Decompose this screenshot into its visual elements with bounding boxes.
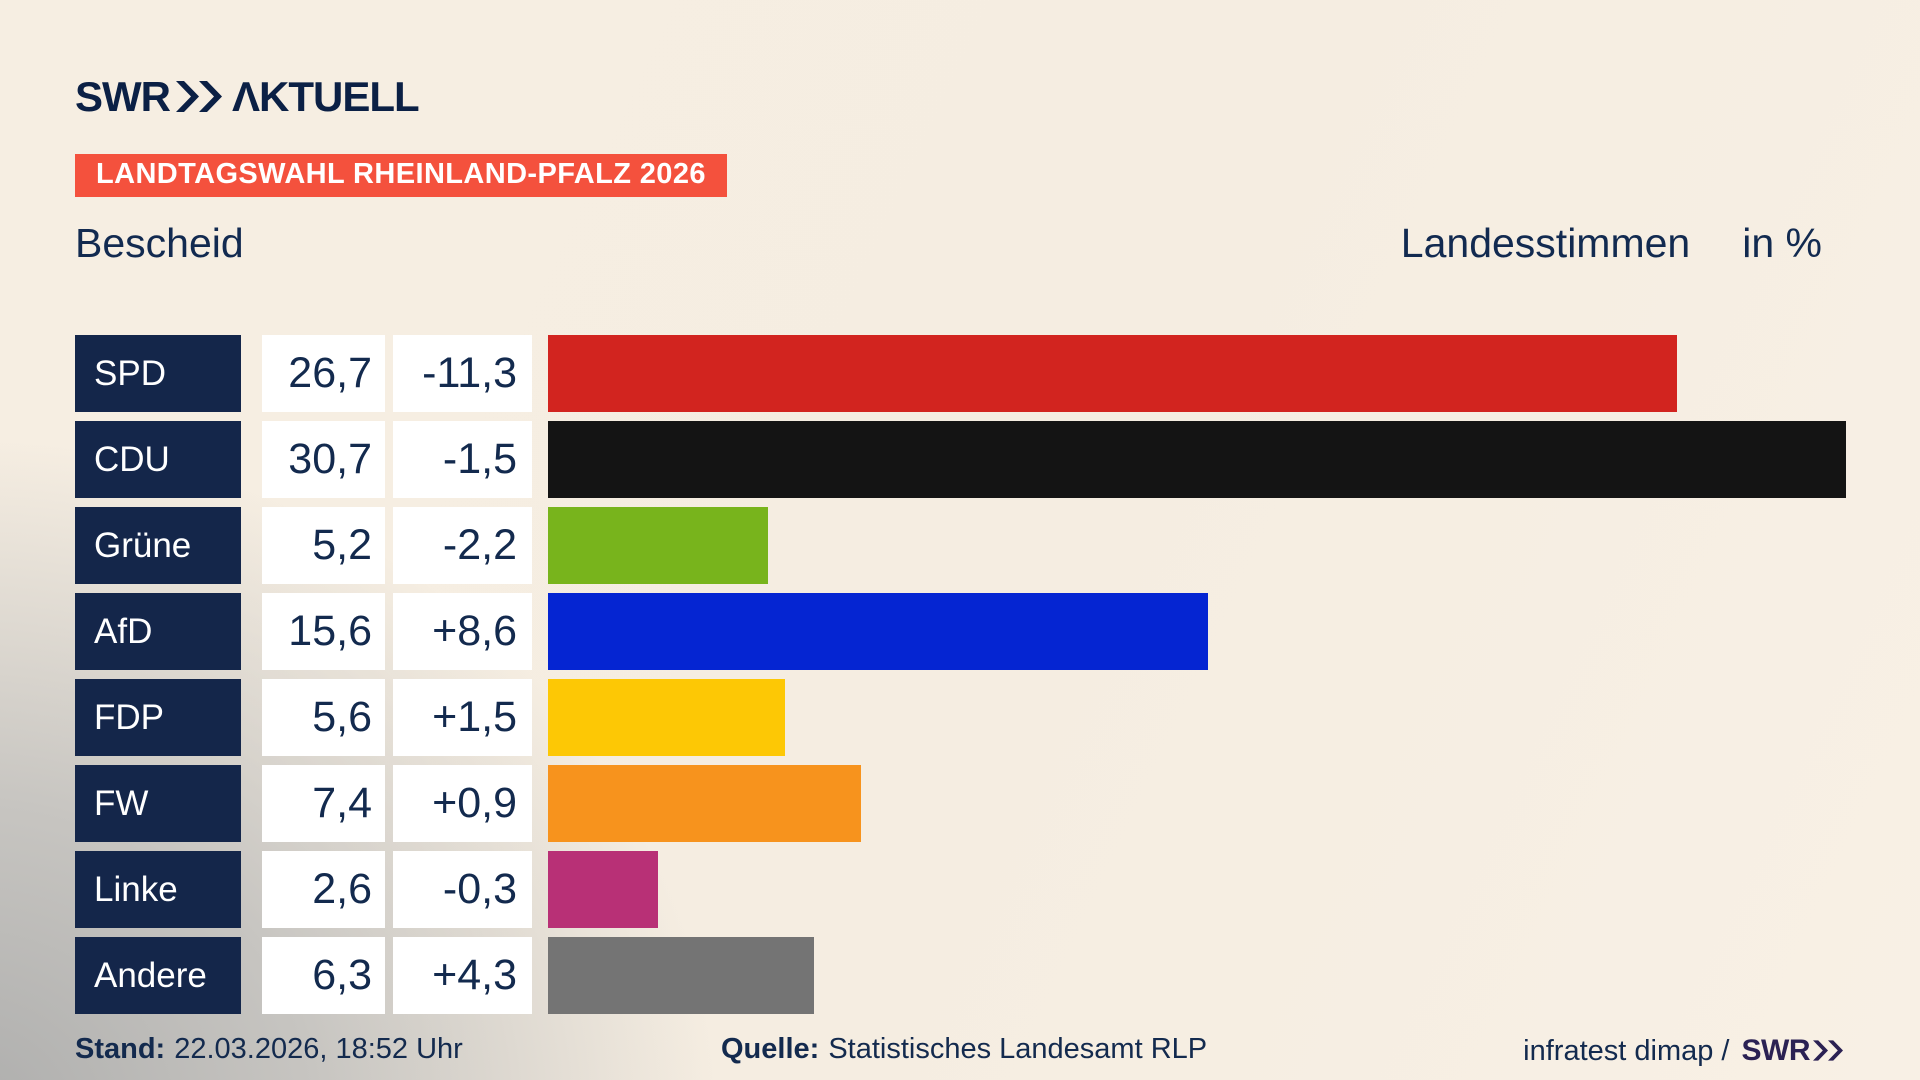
source-note: Quelle: Statistisches Landesamt RLP bbox=[721, 1033, 1207, 1066]
value-cell: 5,6 bbox=[262, 679, 385, 756]
double-chevron-icon bbox=[1813, 1035, 1843, 1069]
change-cell: -2,2 bbox=[393, 507, 532, 584]
value-cell: 7,4 bbox=[262, 765, 385, 842]
chart-row: FW 7,4 +0,9 bbox=[0, 765, 1920, 842]
change-cell: +8,6 bbox=[393, 593, 532, 670]
value-cell: 26,7 bbox=[262, 335, 385, 412]
value-cell: 6,3 bbox=[262, 937, 385, 1014]
change-cell: -0,3 bbox=[393, 851, 532, 928]
party-label: FDP bbox=[75, 679, 241, 756]
swr-aktuell-logo: SWR ΛKTUELL bbox=[75, 72, 420, 122]
chart-row: AfD 15,6 +8,6 bbox=[0, 593, 1920, 670]
result-bar bbox=[548, 593, 1208, 670]
change-cell: -11,3 bbox=[393, 335, 532, 412]
chart-row: FDP 5,6 +1,5 bbox=[0, 679, 1920, 756]
quelle-label: Quelle: bbox=[721, 1033, 820, 1065]
swr-logo-text: SWR bbox=[75, 73, 171, 120]
stand-value: 22.03.2026, 18:52 Uhr bbox=[174, 1033, 463, 1065]
aktuell-logo-text: ΛKTUELL bbox=[232, 73, 420, 120]
status-timestamp: Stand: 22.03.2026, 18:52 Uhr bbox=[75, 1033, 463, 1066]
vote-type-label: Landesstimmen bbox=[1400, 220, 1691, 266]
quelle-value: Statistisches Landesamt RLP bbox=[828, 1033, 1208, 1065]
party-label: Linke bbox=[75, 851, 241, 928]
change-cell: +1,5 bbox=[393, 679, 532, 756]
change-cell: +0,9 bbox=[393, 765, 532, 842]
result-bar bbox=[548, 335, 1677, 412]
stand-label: Stand: bbox=[75, 1033, 166, 1065]
swr-footer-logo: SWR bbox=[1741, 1033, 1843, 1069]
party-label: AfD bbox=[75, 593, 241, 670]
credit-text: infratest dimap / bbox=[1523, 1034, 1730, 1067]
chart-axis-title: Landesstimmen in % bbox=[1400, 220, 1822, 266]
party-label: Grüne bbox=[75, 507, 241, 584]
credit-note: infratest dimap / SWR bbox=[1523, 1033, 1843, 1069]
change-cell: +4,3 bbox=[393, 937, 532, 1014]
party-label: Andere bbox=[75, 937, 241, 1014]
swr-footer-logo-text: SWR bbox=[1741, 1034, 1811, 1067]
chart-row: Grüne 5,2 -2,2 bbox=[0, 507, 1920, 584]
chart-row: Linke 2,6 -0,3 bbox=[0, 851, 1920, 928]
party-label: SPD bbox=[75, 335, 241, 412]
result-bar bbox=[548, 937, 814, 1014]
value-cell: 15,6 bbox=[262, 593, 385, 670]
value-cell: 30,7 bbox=[262, 421, 385, 498]
value-cell: 5,2 bbox=[262, 507, 385, 584]
result-bar bbox=[548, 679, 785, 756]
value-cell: 2,6 bbox=[262, 851, 385, 928]
unit-label: in % bbox=[1742, 220, 1822, 266]
result-bar bbox=[548, 851, 658, 928]
election-banner: LANDTAGSWAHL RHEINLAND-PFALZ 2026 bbox=[75, 154, 727, 197]
party-label: CDU bbox=[75, 421, 241, 498]
party-label: FW bbox=[75, 765, 241, 842]
change-cell: -1,5 bbox=[393, 421, 532, 498]
chart-row: Andere 6,3 +4,3 bbox=[0, 937, 1920, 1014]
result-bar bbox=[548, 765, 861, 842]
double-chevron-icon bbox=[176, 74, 222, 122]
chart-row: SPD 26,7 -11,3 bbox=[0, 335, 1920, 412]
banner-text: LANDTAGSWAHL RHEINLAND-PFALZ 2026 bbox=[96, 158, 706, 190]
result-bar bbox=[548, 507, 768, 584]
chart-row: CDU 30,7 -1,5 bbox=[0, 421, 1920, 498]
municipality-title: Bescheid bbox=[75, 220, 244, 266]
result-bar bbox=[548, 421, 1846, 498]
